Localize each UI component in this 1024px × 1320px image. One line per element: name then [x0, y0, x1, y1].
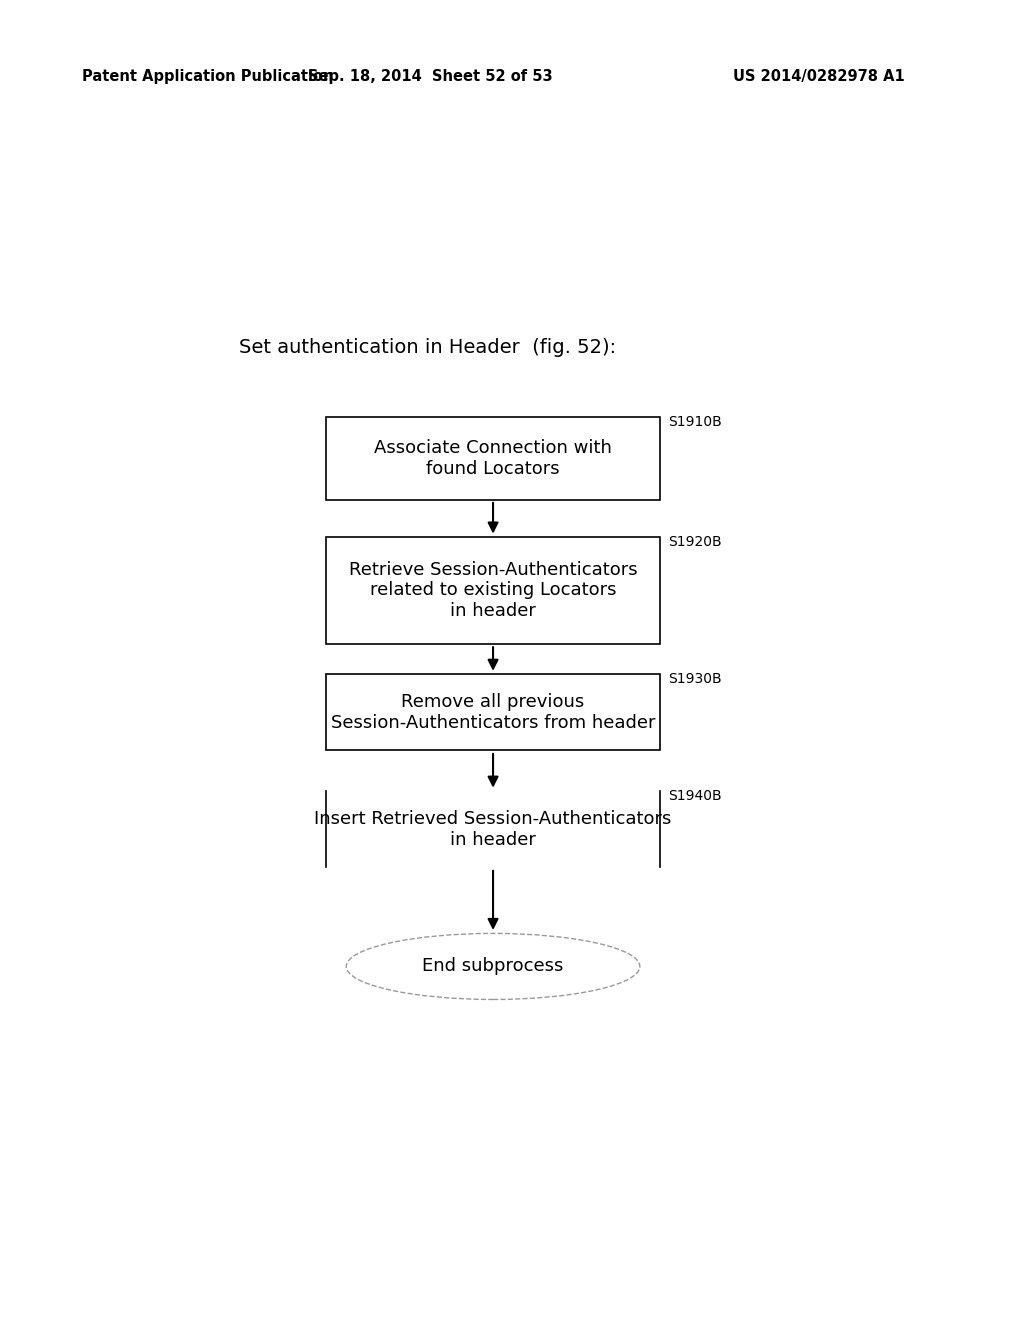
- Text: Set authentication in Header  (fig. 52):: Set authentication in Header (fig. 52):: [240, 338, 616, 356]
- Bar: [327, 675, 659, 751]
- Text: Sep. 18, 2014  Sheet 52 of 53: Sep. 18, 2014 Sheet 52 of 53: [308, 69, 552, 84]
- Text: S1920B: S1920B: [668, 535, 721, 549]
- Ellipse shape: [346, 933, 640, 999]
- Text: Associate Connection with
found Locators: Associate Connection with found Locators: [374, 438, 612, 478]
- Text: US 2014/0282978 A1: US 2014/0282978 A1: [733, 69, 905, 84]
- Bar: [327, 537, 659, 644]
- Text: Patent Application Publication: Patent Application Publication: [82, 69, 334, 84]
- Text: Retrieve Session-Authenticators
related to existing Locators
in header: Retrieve Session-Authenticators related …: [349, 561, 637, 620]
- Bar: [327, 417, 659, 500]
- Text: Insert Retrieved Session-Authenticators
in header: Insert Retrieved Session-Authenticators …: [314, 810, 672, 849]
- Text: S1930B: S1930B: [668, 672, 721, 686]
- Text: S1910B: S1910B: [668, 414, 721, 429]
- Text: End subprocess: End subprocess: [422, 957, 564, 975]
- Text: Remove all previous
Session-Authenticators from header: Remove all previous Session-Authenticato…: [331, 693, 655, 731]
- Text: S1940B: S1940B: [668, 789, 721, 803]
